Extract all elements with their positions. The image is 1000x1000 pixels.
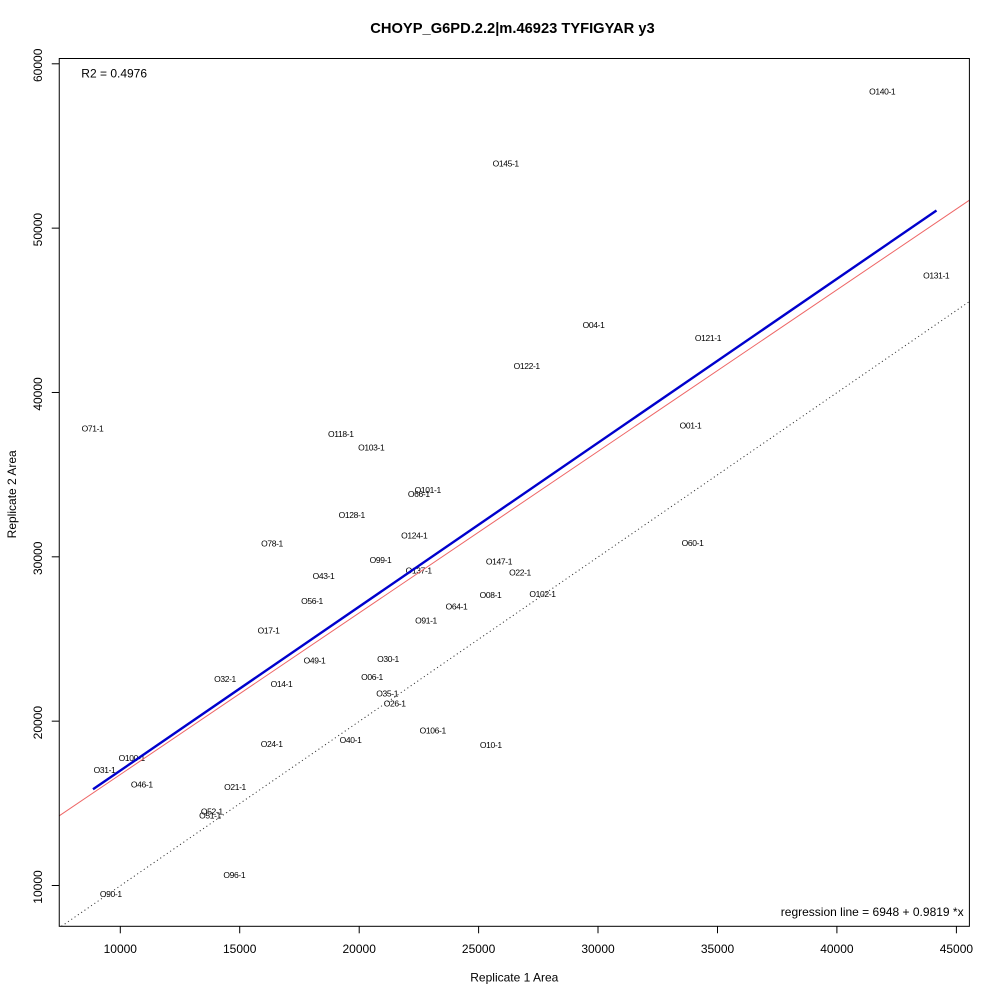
svg-text:O24-1: O24-1 — [261, 739, 283, 749]
svg-text:O100-1: O100-1 — [119, 753, 146, 763]
svg-text:O118-1: O118-1 — [328, 429, 354, 439]
svg-text:O32-1: O32-1 — [214, 674, 236, 684]
svg-text:O78-1: O78-1 — [261, 539, 283, 549]
svg-text:O124-1: O124-1 — [401, 530, 428, 540]
svg-text:O147-1: O147-1 — [486, 557, 513, 567]
svg-text:O96-1: O96-1 — [223, 870, 245, 880]
svg-text:O43-1: O43-1 — [313, 571, 335, 581]
svg-text:60000: 60000 — [31, 48, 45, 82]
svg-text:35000: 35000 — [701, 942, 735, 956]
svg-text:20000: 20000 — [343, 942, 377, 956]
svg-text:O145-1: O145-1 — [493, 159, 520, 169]
svg-text:O14-1: O14-1 — [271, 679, 293, 689]
svg-text:O103-1: O103-1 — [358, 442, 385, 452]
svg-text:O31-1: O31-1 — [94, 765, 116, 775]
svg-text:O01-1: O01-1 — [680, 420, 702, 430]
svg-text:O137-1: O137-1 — [406, 565, 433, 575]
svg-text:15000: 15000 — [223, 942, 257, 956]
svg-text:O52-1: O52-1 — [201, 807, 223, 817]
svg-text:CHOYP_G6PD.2.2|m.46923 TYFIGYA: CHOYP_G6PD.2.2|m.46923 TYFIGYAR y3 — [370, 21, 654, 37]
svg-text:O90-1: O90-1 — [100, 889, 122, 899]
svg-text:O128-1: O128-1 — [339, 510, 366, 520]
svg-text:O40-1: O40-1 — [340, 735, 362, 745]
svg-text:O30-1: O30-1 — [377, 654, 399, 664]
svg-text:O101-1: O101-1 — [415, 485, 442, 495]
svg-text:O102-1: O102-1 — [529, 589, 556, 599]
svg-text:40000: 40000 — [31, 377, 45, 411]
svg-text:Replicate 2 Area: Replicate 2 Area — [5, 450, 19, 538]
svg-text:O99-1: O99-1 — [370, 555, 392, 565]
svg-text:O51-1: O51-1 — [199, 810, 221, 820]
svg-text:O22-1: O22-1 — [509, 568, 531, 578]
svg-text:10000: 10000 — [104, 942, 138, 956]
svg-text:O140-1: O140-1 — [869, 87, 896, 97]
svg-text:40000: 40000 — [820, 942, 854, 956]
svg-text:10000: 10000 — [31, 870, 45, 904]
svg-text:O131-1: O131-1 — [923, 271, 950, 281]
svg-text:45000: 45000 — [940, 942, 974, 956]
svg-text:O71-1: O71-1 — [82, 424, 104, 434]
svg-text:O122-1: O122-1 — [514, 361, 541, 371]
svg-text:20000: 20000 — [31, 706, 45, 740]
svg-text:O121-1: O121-1 — [695, 333, 722, 343]
svg-text:O49-1: O49-1 — [304, 655, 326, 665]
svg-text:regression line = 6948 + 0.981: regression line = 6948 + 0.9819 *x — [781, 905, 964, 919]
svg-text:O08-1: O08-1 — [480, 590, 502, 600]
svg-text:O60-1: O60-1 — [682, 538, 704, 548]
svg-text:50000: 50000 — [31, 213, 45, 247]
svg-text:O46-1: O46-1 — [131, 779, 153, 789]
svg-text:O91-1: O91-1 — [415, 616, 437, 626]
svg-text:Replicate 1 Area: Replicate 1 Area — [470, 970, 558, 984]
svg-text:25000: 25000 — [462, 942, 496, 956]
svg-text:30000: 30000 — [581, 942, 615, 956]
svg-text:O10-1: O10-1 — [480, 740, 502, 750]
svg-text:O26-1: O26-1 — [384, 699, 406, 709]
svg-text:O06-1: O06-1 — [361, 672, 383, 682]
svg-text:R2 = 0.4976: R2 = 0.4976 — [81, 67, 147, 81]
svg-text:O56-1: O56-1 — [301, 596, 323, 606]
svg-text:O66-1: O66-1 — [408, 489, 430, 499]
svg-text:O106-1: O106-1 — [420, 726, 447, 736]
svg-text:O64-1: O64-1 — [446, 601, 468, 611]
svg-text:O21-1: O21-1 — [224, 782, 246, 792]
svg-text:O17-1: O17-1 — [258, 625, 280, 635]
svg-text:O35-1: O35-1 — [376, 688, 398, 698]
svg-text:30000: 30000 — [31, 541, 45, 575]
svg-text:O04-1: O04-1 — [583, 320, 605, 330]
